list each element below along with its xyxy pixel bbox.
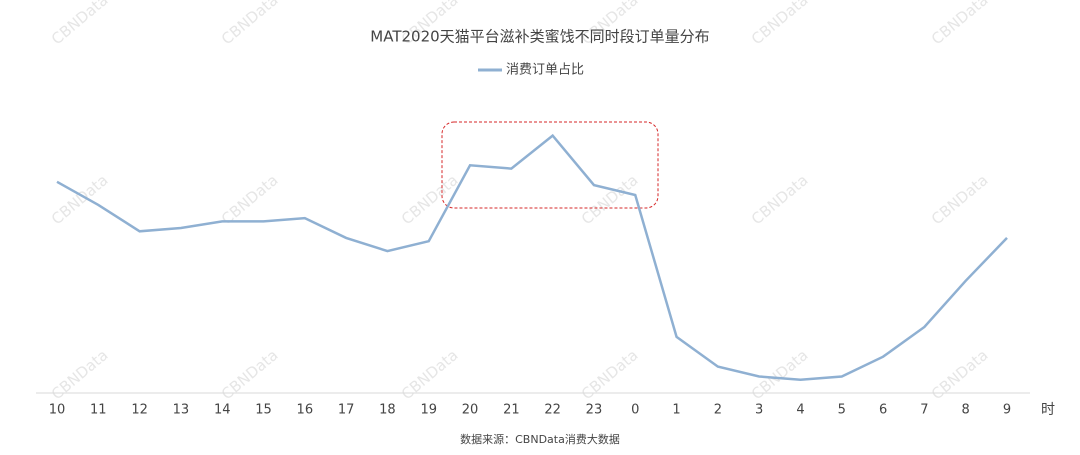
watermark: CBNData bbox=[218, 0, 282, 48]
watermark: CBNData bbox=[48, 171, 112, 228]
x-tick-label: 23 bbox=[586, 403, 603, 418]
chart-title: MAT2020天猫平台滋补类蜜饯不同时段订单量分布 bbox=[370, 28, 709, 46]
x-tick-label: 17 bbox=[338, 403, 355, 418]
x-tick-label: 21 bbox=[503, 403, 520, 418]
x-tick-label: 4 bbox=[796, 403, 804, 418]
x-tick-label: 12 bbox=[131, 403, 148, 418]
x-tick-label: 11 bbox=[90, 403, 107, 418]
x-tick-label: 22 bbox=[544, 403, 561, 418]
x-tick-label: 1 bbox=[672, 403, 680, 418]
x-tick-label: 14 bbox=[214, 403, 231, 418]
watermark: CBNData bbox=[578, 346, 642, 403]
watermark: CBNData bbox=[928, 171, 992, 228]
watermark: CBNData bbox=[928, 0, 992, 48]
watermark: CBNData bbox=[48, 0, 112, 48]
x-tick-label: 2 bbox=[714, 403, 722, 418]
watermark: CBNData bbox=[748, 0, 812, 48]
x-tick-label: 15 bbox=[255, 403, 272, 418]
x-tick-label: 7 bbox=[920, 403, 928, 418]
watermarks: CBNData CBNData CBNData CBNData CBNData CBNDa… bbox=[48, 0, 992, 403]
watermark: CBNData bbox=[578, 171, 642, 228]
legend-label: 消费订单占比 bbox=[506, 63, 584, 78]
source: 数据来源：CBNData消费大数据 bbox=[460, 432, 620, 446]
x-tick-label: 10 bbox=[49, 403, 66, 418]
watermark: CBNData bbox=[48, 346, 112, 403]
x-tick-label: 18 bbox=[379, 403, 396, 418]
x-tick-label: 8 bbox=[962, 403, 970, 418]
x-tick-label: 19 bbox=[420, 403, 437, 418]
watermark: CBNData bbox=[398, 346, 462, 403]
x-tick-label: 16 bbox=[297, 403, 314, 418]
x-tick-label: 0 bbox=[631, 403, 639, 418]
x-axis-label: 时 bbox=[1041, 402, 1055, 418]
x-tick-label: 13 bbox=[173, 403, 190, 418]
x-tick-label: 6 bbox=[879, 403, 887, 418]
x-tick-label: 20 bbox=[462, 403, 479, 418]
line bbox=[56, 133, 1008, 382]
watermark: CBNData bbox=[928, 346, 992, 403]
x-tick-label: 3 bbox=[755, 403, 763, 418]
watermark: CBNData bbox=[218, 346, 282, 403]
x-tick-label: 5 bbox=[838, 403, 846, 418]
highlight-box bbox=[441, 121, 659, 209]
x-tick-label: 9 bbox=[1003, 403, 1011, 418]
watermark: CBNData bbox=[748, 171, 812, 228]
watermark: CBNData bbox=[748, 346, 812, 403]
